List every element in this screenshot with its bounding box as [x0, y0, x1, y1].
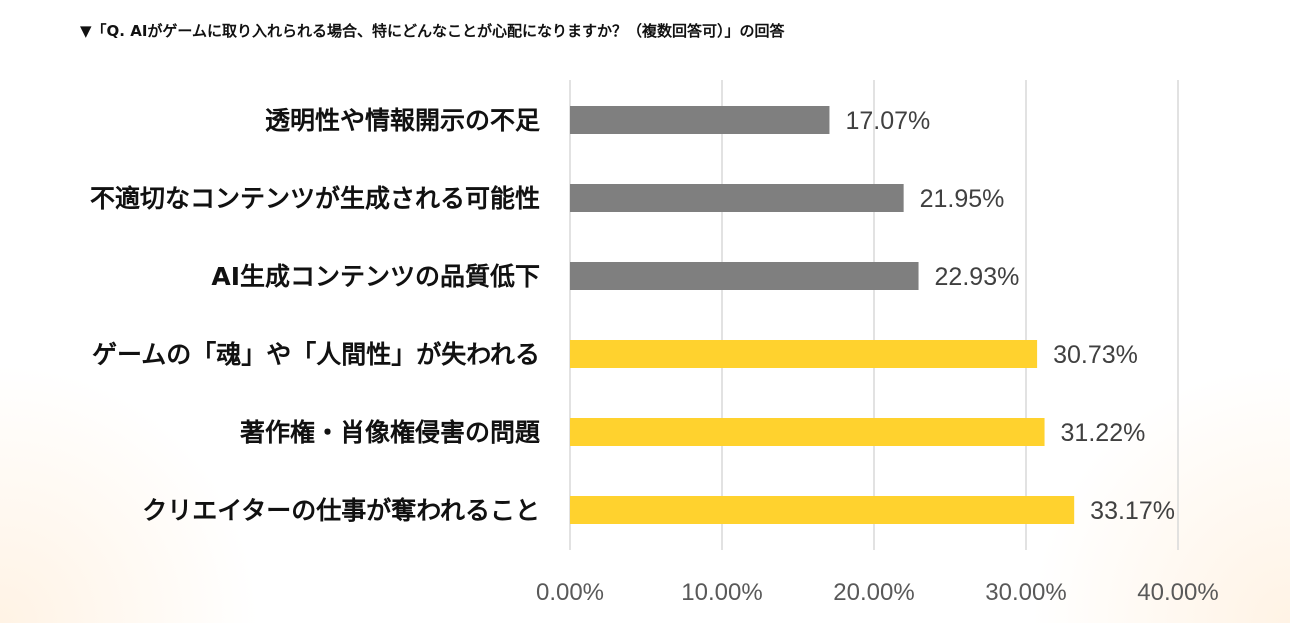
bar	[570, 496, 1075, 524]
bar	[570, 184, 904, 212]
x-tick-label: 20.00%	[833, 579, 914, 606]
category-label: 不適切なコンテンツが生成される可能性	[90, 184, 540, 213]
category-label: AI生成コンテンツの品質低下	[211, 262, 540, 291]
data-label: 30.73%	[1053, 341, 1138, 369]
data-label: 33.17%	[1090, 497, 1175, 525]
x-tick-label: 0.00%	[536, 579, 604, 606]
bar	[570, 106, 830, 134]
data-label: 31.22%	[1061, 419, 1146, 447]
data-label: 21.95%	[920, 185, 1005, 213]
category-label: 透明性や情報開示の不足	[265, 106, 540, 135]
bar	[570, 340, 1038, 368]
data-label: 22.93%	[935, 263, 1020, 291]
x-tick-label: 40.00%	[1137, 579, 1218, 606]
x-tick-label: 30.00%	[985, 579, 1066, 606]
chart-title: ▼「Q. AIがゲームに取り入れられる場合、特にどんなことが心配になりますか？（…	[80, 22, 785, 40]
category-label: 著作権・肖像権侵害の問題	[240, 418, 541, 447]
bar	[570, 262, 919, 290]
category-label: ゲームの「魂」や「人間性」が失われる	[92, 340, 540, 369]
bar	[570, 418, 1045, 446]
category-label: クリエイターの仕事が奪われること	[142, 496, 540, 525]
x-tick-label: 10.00%	[681, 579, 762, 606]
data-label: 17.07%	[845, 107, 930, 135]
